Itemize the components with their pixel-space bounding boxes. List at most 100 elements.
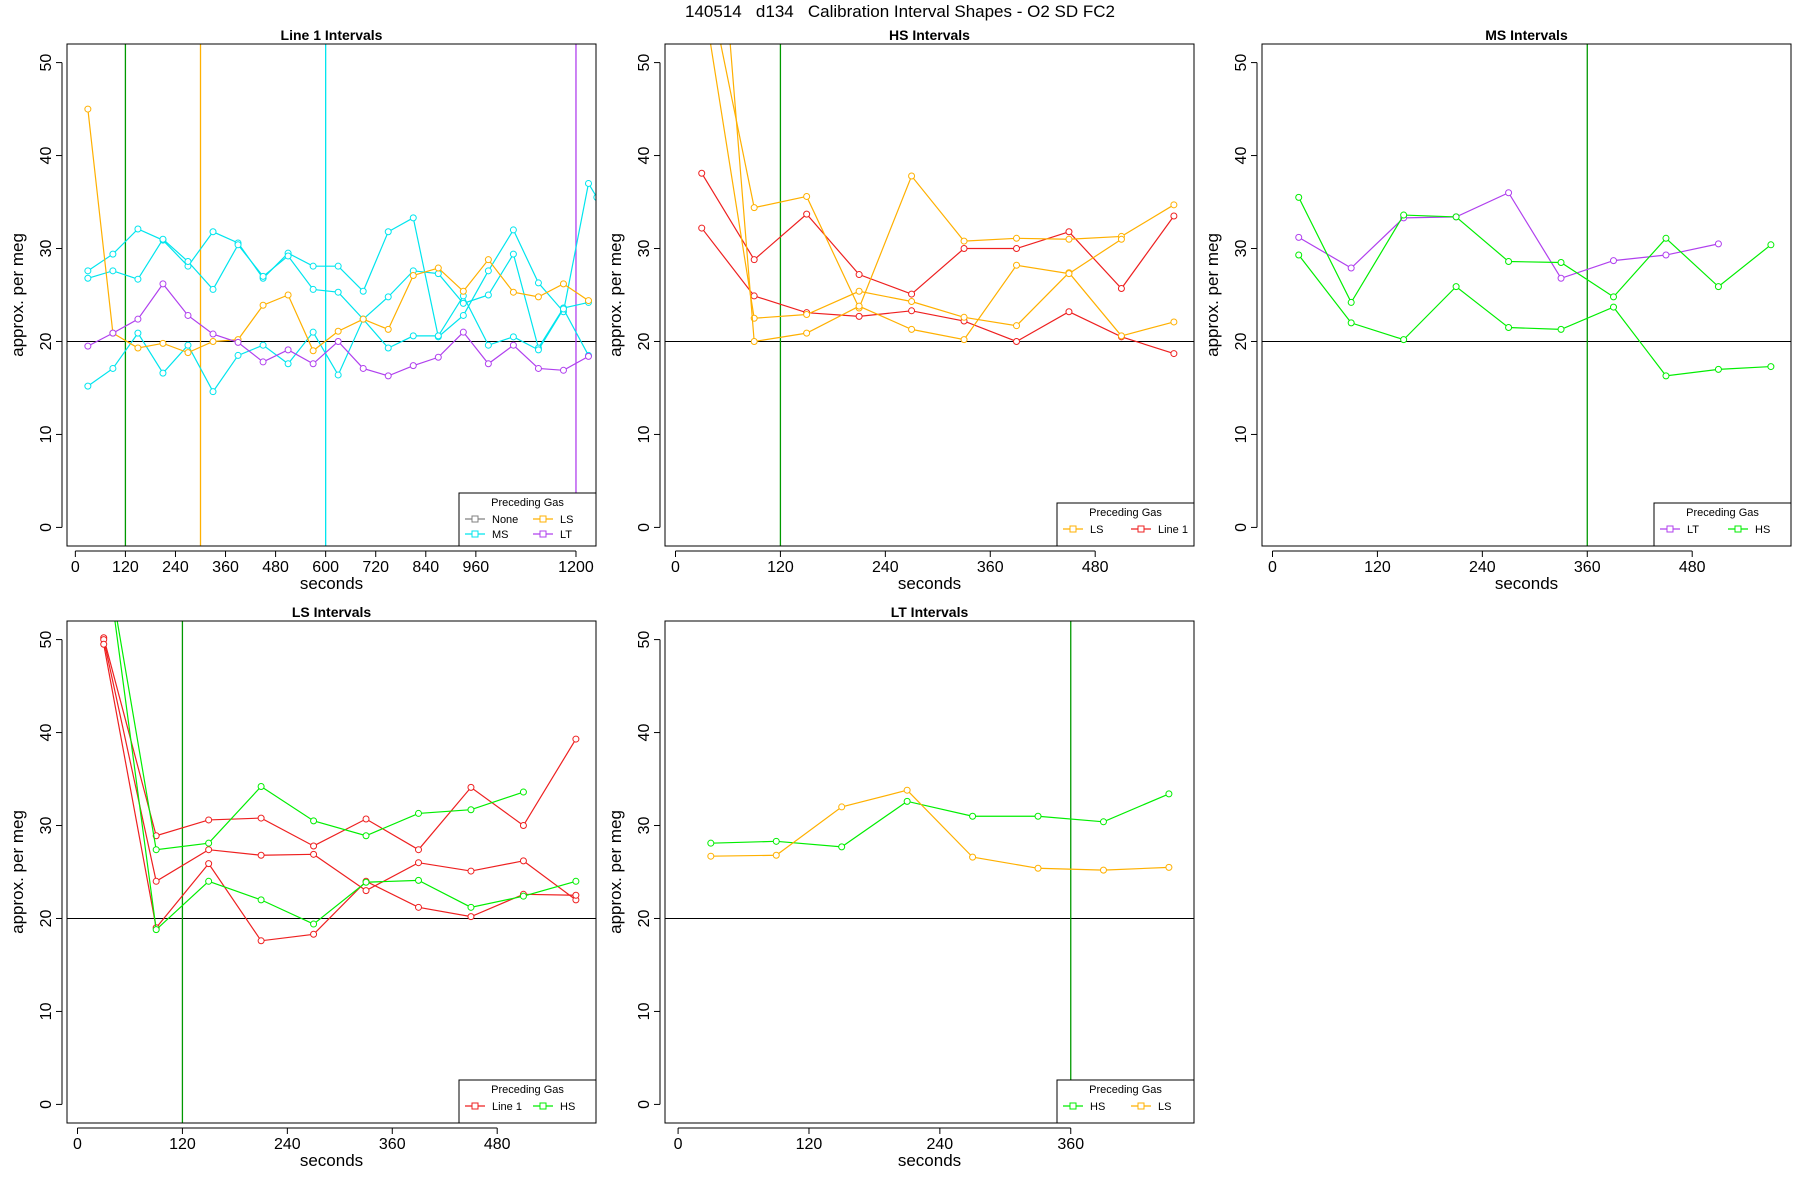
legend-swatch-marker bbox=[539, 515, 547, 523]
data-point bbox=[1714, 240, 1722, 248]
data-point bbox=[855, 271, 863, 279]
data-point bbox=[707, 852, 715, 860]
data-point bbox=[1013, 245, 1021, 253]
data-point bbox=[838, 803, 846, 811]
data-point bbox=[1165, 790, 1173, 798]
y-tick-label: 40 bbox=[636, 724, 653, 742]
data-point bbox=[1347, 319, 1355, 327]
data-point bbox=[1662, 234, 1670, 242]
data-point bbox=[284, 252, 292, 260]
y-tick-label: 10 bbox=[38, 1002, 55, 1020]
y-tick-label: 50 bbox=[38, 54, 55, 72]
legend-item-label: HS bbox=[1090, 1101, 1105, 1113]
data-point bbox=[205, 860, 213, 868]
chart-title: LS Intervals bbox=[292, 604, 372, 620]
data-point bbox=[415, 846, 423, 854]
data-point bbox=[1295, 251, 1303, 259]
data-point bbox=[1505, 324, 1513, 332]
data-point bbox=[184, 258, 192, 266]
plot-area bbox=[67, 44, 596, 546]
legend-item-label: HS bbox=[560, 1101, 575, 1113]
chart-panel-3: MS Intervals seconds approx. per meg 0 120 24… bbox=[1203, 27, 1792, 593]
data-point bbox=[134, 275, 142, 283]
data-point bbox=[509, 333, 517, 341]
data-point bbox=[1065, 270, 1073, 278]
x-tick-label: 360 bbox=[1057, 1136, 1084, 1153]
series-line-line-1 bbox=[701, 172, 1175, 295]
y-tick-label: 40 bbox=[38, 724, 55, 742]
data-point bbox=[109, 590, 115, 596]
data-point bbox=[84, 274, 92, 282]
data-point bbox=[359, 364, 367, 372]
data-point bbox=[855, 312, 863, 320]
data-point bbox=[519, 822, 527, 830]
data-point bbox=[960, 245, 968, 253]
x-tick-label: 240 bbox=[927, 1136, 954, 1153]
legend-swatch-marker bbox=[539, 530, 547, 538]
data-point bbox=[803, 311, 811, 319]
series-line-line-1 bbox=[103, 644, 576, 942]
y-tick-label: 20 bbox=[636, 909, 653, 927]
data-point bbox=[707, 839, 715, 847]
data-point bbox=[855, 287, 863, 295]
series-line-line-1 bbox=[103, 639, 577, 901]
y-tick-label: 40 bbox=[636, 147, 653, 165]
data-point bbox=[519, 857, 527, 865]
x-tick-label: 120 bbox=[796, 1136, 823, 1153]
data-point bbox=[184, 349, 192, 357]
data-point bbox=[459, 328, 467, 336]
legend-item-label: LT bbox=[560, 529, 572, 541]
legend-swatch-marker bbox=[1666, 525, 1674, 533]
data-point bbox=[969, 853, 977, 861]
x-axis-label: seconds bbox=[300, 1151, 363, 1170]
data-point bbox=[467, 913, 475, 921]
legend-heading: Preceding Gas bbox=[1686, 507, 1759, 519]
plot-area bbox=[665, 621, 1194, 1123]
data-point bbox=[838, 843, 846, 851]
data-point bbox=[908, 325, 916, 333]
data-point bbox=[359, 287, 367, 295]
series-line-ls bbox=[710, 789, 1169, 871]
data-point bbox=[1065, 235, 1073, 243]
data-point bbox=[415, 859, 423, 867]
data-point bbox=[1505, 189, 1513, 197]
data-point bbox=[100, 640, 108, 648]
series-line-ms bbox=[87, 181, 596, 338]
data-point bbox=[1117, 284, 1125, 292]
data-point bbox=[109, 250, 117, 258]
x-axis-label: seconds bbox=[1495, 574, 1558, 593]
data-point bbox=[259, 272, 267, 280]
data-point bbox=[257, 851, 265, 859]
data-point bbox=[908, 298, 916, 306]
x-tick-label: 240 bbox=[1469, 559, 1496, 576]
data-point bbox=[1099, 866, 1107, 874]
series-line-lt bbox=[1298, 191, 1719, 279]
data-point bbox=[334, 262, 342, 270]
data-point bbox=[484, 341, 492, 349]
y-tick-label: 30 bbox=[636, 240, 653, 258]
legend-swatch-marker bbox=[471, 515, 479, 523]
data-point bbox=[1767, 241, 1775, 249]
legend-swatch-marker bbox=[1069, 525, 1077, 533]
y-tick-label: 20 bbox=[636, 332, 653, 350]
series-line-line-1 bbox=[103, 637, 577, 851]
series-line-ls bbox=[720, 44, 1175, 310]
data-point bbox=[459, 287, 467, 295]
data-point bbox=[109, 599, 115, 605]
legend: Preceding Gas HS LS bbox=[1056, 1079, 1195, 1124]
series-line-hs bbox=[114, 621, 577, 931]
y-tick-label: 0 bbox=[1233, 523, 1250, 532]
y-tick-label: 10 bbox=[38, 425, 55, 443]
data-point bbox=[960, 313, 968, 321]
data-point bbox=[310, 920, 318, 928]
data-point bbox=[310, 842, 318, 850]
data-point bbox=[334, 371, 342, 379]
legend-item-label: None bbox=[492, 514, 518, 526]
data-point bbox=[467, 783, 475, 791]
y-tick-label: 50 bbox=[1233, 54, 1250, 72]
data-point bbox=[205, 877, 213, 885]
data-point bbox=[384, 293, 392, 301]
data-point bbox=[750, 256, 758, 264]
data-point bbox=[1013, 337, 1021, 345]
data-point bbox=[234, 241, 242, 249]
